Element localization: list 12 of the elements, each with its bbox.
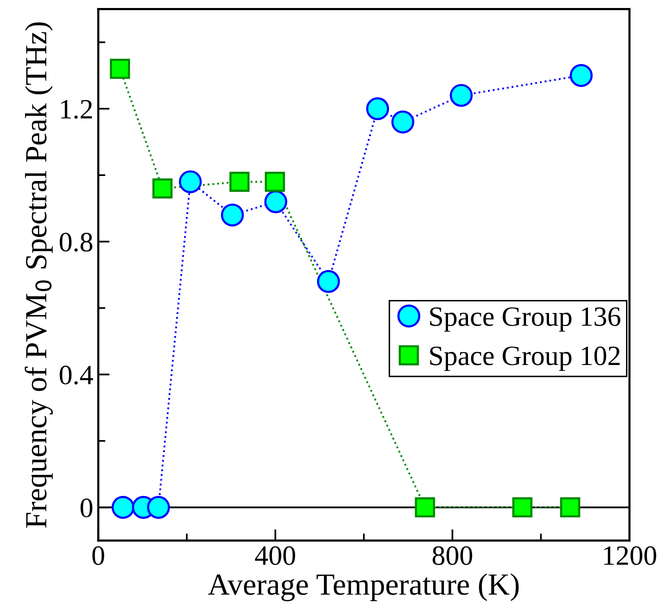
x-axis-title: Average Temperature (K): [208, 573, 519, 602]
y-tick-label: 1.2: [61, 100, 92, 119]
x-tick-label: 400: [255, 546, 296, 565]
y-tick-label: 0.4: [60, 366, 93, 385]
x-tick-label: 0: [92, 546, 104, 565]
y-tick-label: 0: [80, 498, 92, 518]
legend-label: Space Group 136: [430, 307, 620, 332]
x-tick-label: 1200: [604, 546, 656, 565]
y-tick-label: 0.8: [60, 232, 92, 252]
legend-label: Space Group 102: [430, 346, 620, 371]
x-tick-label: 800: [432, 546, 472, 565]
y-axis-title: Frequency of PVM$_{0}$ Spectral Peak (THz): [24, 22, 53, 528]
